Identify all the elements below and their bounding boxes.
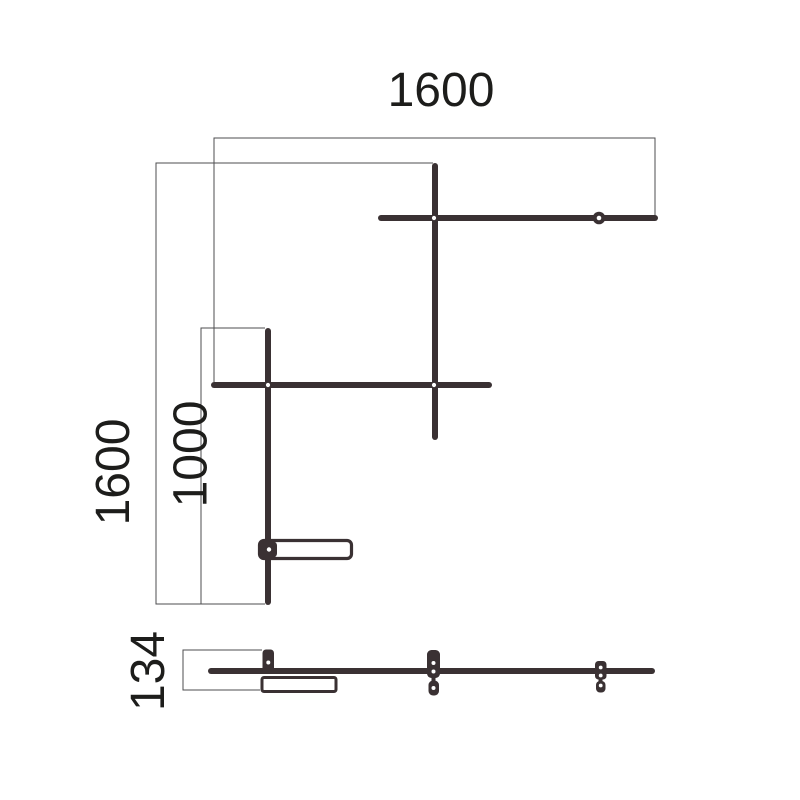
- lower-section-height-extension-lines: [200, 327, 265, 604]
- shelf-box: [257, 538, 354, 561]
- bracket-right: [595, 661, 607, 680]
- shelf-profile-box: [260, 676, 338, 693]
- overall-height-extension-lines: [155, 162, 433, 605]
- bracket-right-dot-3: [598, 683, 603, 688]
- junction-dot-top: [431, 215, 437, 221]
- junction-dot-left: [265, 382, 271, 388]
- bracket-right-dot-2: [598, 673, 603, 678]
- bracket-middle-dot-3: [431, 686, 436, 690]
- bracket-left-dot: [266, 660, 271, 665]
- overall-height-label: 1600: [87, 419, 140, 526]
- dimension-labels: 1600 1600 1000 134: [87, 64, 495, 711]
- shelf-cap-dot: [266, 547, 272, 552]
- front-view: [211, 163, 658, 605]
- depth-extension-lines: [182, 649, 262, 691]
- overall-width-extension-lines: [213, 137, 656, 382]
- bracket-right-neck: [598, 678, 603, 683]
- dimension-annotations: [155, 137, 656, 691]
- bracket-middle-dot-2: [431, 669, 436, 674]
- bracket-middle-dot-1: [431, 661, 436, 665]
- bottom-view: [208, 649, 655, 696]
- bracket-right-dot-1: [598, 665, 603, 670]
- overall-width-label: 1600: [388, 64, 495, 117]
- bracket-middle-neck: [431, 676, 436, 683]
- lower-section-height-label: 1000: [164, 401, 217, 508]
- junction-dot-center: [431, 382, 437, 388]
- junction-ring-hole: [596, 215, 602, 221]
- depth-label: 134: [122, 631, 175, 711]
